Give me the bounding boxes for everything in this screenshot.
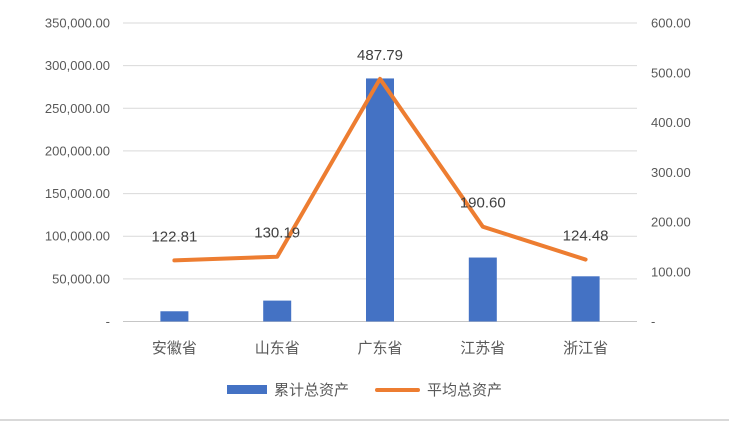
- data-label: 124.48: [563, 228, 609, 245]
- line-series-swatch-icon: [375, 387, 420, 392]
- legend-label-line-series: 平均总资产: [427, 382, 503, 399]
- left-axis-tick-label: 350,000.00: [45, 16, 110, 31]
- bar-江苏省: [468, 257, 497, 322]
- bar-安徽省: [160, 311, 189, 322]
- bar-浙江省: [571, 276, 600, 322]
- right-axis-tick-label: -: [651, 314, 655, 329]
- legend-item-bar-series[interactable]: 累计总资产: [226, 379, 349, 400]
- legend: 累计总资产 平均总资产: [0, 379, 729, 400]
- left-axis-tick-label: -: [106, 314, 110, 329]
- bar-广东省: [366, 78, 394, 322]
- bar-series-swatch-icon: [226, 385, 267, 394]
- right-axis-tick-label: 600.00: [651, 16, 691, 31]
- left-axis-tick-label: 50,000.00: [52, 271, 110, 286]
- x-axis-category-label: 山东省: [255, 340, 300, 357]
- left-axis-tick-label: 100,000.00: [45, 229, 110, 244]
- x-axis-category-label: 江苏省: [460, 340, 505, 357]
- legend-item-line-series[interactable]: 平均总资产: [375, 379, 502, 400]
- plot-area: 350,000.00 300,000.00 250,000.00 200,000.00…: [45, 16, 691, 358]
- right-axis-tick-label: 300.00: [651, 165, 691, 180]
- line-series: [172, 76, 588, 263]
- right-axis-tick-label: 400.00: [651, 115, 691, 130]
- x-axis-category-label: 浙江省: [563, 340, 608, 357]
- x-axis-category-label: 广东省: [357, 340, 402, 357]
- data-label: 487.79: [357, 47, 403, 64]
- left-axis-tick-label: 200,000.00: [45, 143, 110, 158]
- data-label: 130.19: [254, 225, 300, 242]
- right-axis-tick-label: 500.00: [651, 65, 691, 80]
- right-axis-tick-label: 100.00: [651, 264, 691, 279]
- left-axis-tick-label: 250,000.00: [45, 101, 110, 116]
- legend-label-bar-series: 累计总资产: [273, 382, 349, 399]
- x-axis-category-label: 安徽省: [152, 340, 197, 357]
- data-label: 190.60: [460, 195, 506, 212]
- left-axis-tick-label: 150,000.00: [45, 186, 110, 201]
- right-axis-tick-label: 200.00: [651, 215, 691, 230]
- data-label: 122.81: [151, 228, 197, 245]
- left-axis-tick-label: 300,000.00: [45, 58, 110, 73]
- bar-山东省: [263, 300, 292, 322]
